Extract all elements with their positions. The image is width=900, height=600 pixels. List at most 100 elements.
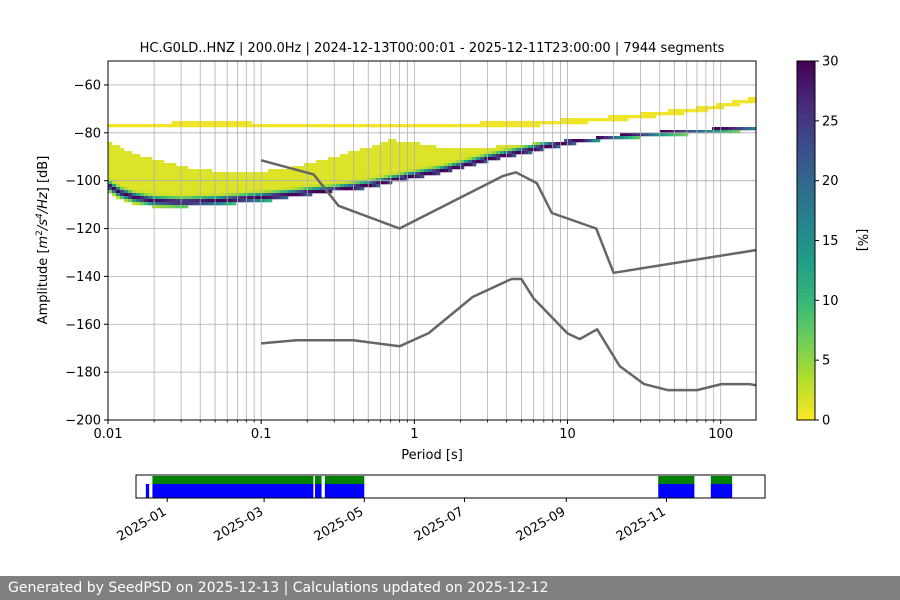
pdf-cell [140, 184, 145, 188]
pdf-cell [264, 190, 269, 194]
pdf-cell [200, 187, 205, 191]
pdf-cell [120, 169, 125, 173]
pdf-cell [200, 124, 205, 128]
pdf-cell [684, 109, 689, 113]
pdf-cell [204, 181, 209, 185]
pdf-cell [700, 109, 705, 113]
pdf-cell [424, 124, 429, 128]
pdf-cell [748, 127, 753, 131]
pdf-cell [164, 205, 169, 209]
pdf-cell [532, 148, 537, 152]
pdf-cell [336, 184, 341, 188]
pdf-cell [376, 160, 381, 164]
pdf-cell [116, 163, 121, 167]
pdf-cell [144, 196, 149, 200]
pdf-cell [296, 184, 301, 188]
pdf-cell [204, 193, 209, 197]
colorbar-step [797, 348, 815, 353]
pdf-cell [232, 187, 237, 191]
pdf-cell [408, 172, 413, 176]
pdf-cell [560, 118, 565, 122]
pdf-cell [340, 163, 345, 167]
pdf-cell [468, 148, 473, 152]
pdf-cell [120, 187, 125, 191]
pdf-cell [344, 178, 349, 182]
y-axis-label: Amplitude [m2/s4/Hz] [dB] [35, 156, 51, 325]
pdf-cell [216, 124, 221, 128]
pdf-cell [348, 157, 353, 161]
y-tick-label: −200 [65, 414, 101, 429]
pdf-cell [200, 169, 205, 173]
pdf-cell [416, 151, 421, 155]
pdf-cell [116, 166, 121, 170]
pdf-cell [588, 139, 593, 143]
pdf-cell [632, 133, 637, 137]
pdf-cell [116, 196, 121, 200]
colorbar-step [797, 412, 815, 417]
pdf-cell [236, 178, 241, 182]
pdf-cell [280, 172, 285, 176]
pdf-cell [128, 175, 133, 179]
pdf-cell [636, 136, 641, 140]
pdf-cell [748, 97, 753, 101]
pdf-cell [180, 193, 185, 197]
pdf-cell [540, 142, 545, 146]
pdf-cell [368, 175, 373, 179]
pdf-cell [108, 175, 113, 179]
pdf-cell [308, 166, 313, 170]
pdf-cell [124, 157, 129, 161]
pdf-cell [656, 133, 661, 137]
pdf-cell [396, 175, 401, 179]
pdf-cell [368, 151, 373, 155]
pdf-cell [568, 121, 573, 125]
pdf-cell [296, 172, 301, 176]
pdf-cell [136, 193, 141, 197]
pdf-cell [744, 127, 749, 131]
pdf-cell [308, 193, 313, 197]
pdf-cell [200, 181, 205, 185]
pdf-cell [204, 121, 209, 125]
pdf-cell [168, 163, 173, 167]
pdf-cell [372, 172, 377, 176]
pdf-cell [408, 157, 413, 161]
pdf-cell [164, 166, 169, 170]
pdf-cell [400, 142, 405, 146]
pdf-cell [732, 127, 737, 131]
pdf-cell [224, 121, 229, 125]
pdf-cell [144, 166, 149, 170]
pdf-cell [420, 175, 425, 179]
pdf-cell [236, 193, 241, 197]
pdf-cell [320, 172, 325, 176]
colorbar-step [797, 312, 815, 317]
pdf-cell [144, 202, 149, 206]
pdf-cell [156, 163, 161, 167]
pdf-cell [536, 142, 541, 146]
pdf-cell [344, 169, 349, 173]
pdf-cell [352, 157, 357, 161]
pdf-cell [596, 118, 601, 122]
pdf-cell [556, 121, 561, 125]
y-tick-label: −100 [65, 174, 101, 189]
pdf-cell [148, 172, 153, 176]
colorbar-step [797, 284, 815, 289]
pdf-cell [156, 205, 161, 209]
pdf-cell [460, 124, 465, 128]
pdf-cell [280, 187, 285, 191]
pdf-cell [116, 187, 121, 191]
pdf-cell [256, 124, 261, 128]
pdf-cell [236, 184, 241, 188]
pdf-cell [604, 136, 609, 140]
pdf-cell [136, 202, 141, 206]
pdf-cell [524, 121, 529, 125]
pdf-cell [644, 133, 649, 137]
timeline-frame [135, 474, 766, 499]
pdf-cell [216, 172, 221, 176]
pdf-cell [284, 172, 289, 176]
pdf-cell [416, 142, 421, 146]
pdf-cell [216, 196, 221, 200]
pdf-cell [480, 121, 485, 125]
pdf-cell [612, 118, 617, 122]
pdf-cell [380, 160, 385, 164]
pdf-cell [136, 181, 141, 185]
pdf-cell [272, 187, 277, 191]
